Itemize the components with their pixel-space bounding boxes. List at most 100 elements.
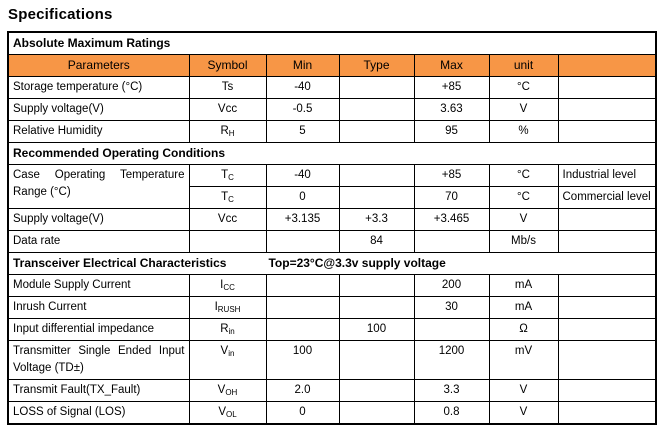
table-row: Relative Humidity RH 5 95% xyxy=(7,120,657,143)
max-cell xyxy=(413,318,490,341)
unit-cell: V xyxy=(488,98,559,121)
unit-cell: mA xyxy=(488,274,559,297)
type-cell xyxy=(338,98,415,121)
symbol-cell: IRUSH xyxy=(188,296,267,319)
min-cell: +3.135 xyxy=(265,208,340,231)
note-cell xyxy=(557,274,657,297)
min-cell: -0.5 xyxy=(265,98,340,121)
type-cell: +3.3 xyxy=(338,208,415,231)
symbol-cell: RH xyxy=(188,120,267,143)
min-cell: 5 xyxy=(265,120,340,143)
param-cell: LOSS of Signal (LOS) xyxy=(7,401,190,425)
note-cell: Commercial level xyxy=(557,186,657,209)
note-cell xyxy=(557,230,657,253)
section-header-row: Absolute Maximum Ratings xyxy=(7,31,657,55)
min-cell: 0 xyxy=(265,401,340,425)
page-title: Specifications xyxy=(8,6,113,23)
column-header: unit xyxy=(488,54,559,77)
symbol-base: V xyxy=(217,384,226,396)
note-cell xyxy=(557,318,657,341)
unit-cell: V xyxy=(488,379,559,402)
column-header-row: Parameters Symbol Min Type Max unit xyxy=(7,54,657,77)
unit-cell: V xyxy=(488,401,559,425)
unit-cell: % xyxy=(488,120,559,143)
section-header-row: Transceiver Electrical Characteristics To… xyxy=(7,252,657,275)
table-row: Transmit Fault(TX_Fault) VOH 2.0 3.3 V xyxy=(7,379,657,402)
spec-table: Absolute Maximum Ratings Parameters Symbol… xyxy=(7,31,658,425)
param-cell: Case Operating Temperature Range (°C) xyxy=(7,164,190,209)
table-row: Data rate 84 Mb/s xyxy=(7,230,657,253)
type-cell xyxy=(338,274,415,297)
param-cell: Input differential impedance xyxy=(7,318,190,341)
section-condition: Top=23°C@3.3v supply voltage xyxy=(268,256,446,270)
min-cell xyxy=(265,230,340,253)
symbol-base: Vcc xyxy=(217,103,238,115)
unit-cell: °C xyxy=(488,186,559,209)
type-cell xyxy=(338,340,415,380)
symbol-subscript: C xyxy=(228,173,234,182)
symbol-cell: VOH xyxy=(188,379,267,402)
symbol-subscript: RUSH xyxy=(217,305,241,314)
section-title: Recommended Operating Conditions xyxy=(13,146,226,160)
param-cell: Inrush Current xyxy=(7,296,190,319)
unit-cell: °C xyxy=(488,76,559,99)
section-title-cell: Transceiver Electrical Characteristics To… xyxy=(7,252,657,275)
table-row: LOSS of Signal (LOS) VOL 0 0.8 V xyxy=(7,401,657,425)
symbol-subscript: OH xyxy=(225,388,238,397)
symbol-cell: Vcc xyxy=(188,98,267,121)
max-cell: 200 xyxy=(413,274,490,297)
symbol-subscript: in xyxy=(228,349,235,358)
param-cell: Module Supply Current xyxy=(7,274,190,297)
symbol-subscript: H xyxy=(228,129,235,138)
max-cell: 70 xyxy=(413,186,490,209)
column-header: Max xyxy=(413,54,490,77)
type-cell xyxy=(338,164,415,187)
table-row: Inrush Current IRUSH 30 mA xyxy=(7,296,657,319)
table-row: Supply voltage(V) Vcc +3.135 +3.3 +3.465 V xyxy=(7,208,657,231)
column-header: Min xyxy=(265,54,340,77)
note-cell xyxy=(557,120,657,143)
unit-cell: °C xyxy=(488,164,559,187)
unit-cell: mV xyxy=(488,340,559,380)
max-cell: 0.8 xyxy=(413,401,490,425)
min-cell: 0 xyxy=(265,186,340,209)
min-cell xyxy=(265,318,340,341)
symbol-cell: ICC xyxy=(188,274,267,297)
min-cell xyxy=(265,296,340,319)
param-cell: Transmit Fault(TX_Fault) xyxy=(7,379,190,402)
symbol-subscript: OL xyxy=(226,410,237,419)
max-cell: 3.63 xyxy=(413,98,490,121)
table-row: Supply voltage(V) Vcc -0.5 3.63 V xyxy=(7,98,657,121)
max-cell: +3.465 xyxy=(413,208,490,231)
type-cell xyxy=(338,76,415,99)
column-header: Symbol xyxy=(188,54,267,77)
param-cell: Storage temperature (°C) xyxy=(7,76,190,99)
type-cell xyxy=(338,379,415,402)
type-cell xyxy=(338,401,415,425)
symbol-cell: TC xyxy=(188,186,267,209)
max-cell: +85 xyxy=(413,164,490,187)
param-cell: Transmitter Single Ended Input Voltage (… xyxy=(7,340,190,380)
symbol-cell: TC xyxy=(188,164,267,187)
param-cell: Supply voltage(V) xyxy=(7,208,190,231)
max-cell: 30 xyxy=(413,296,490,319)
max-cell: 95 xyxy=(413,120,490,143)
symbol-cell: Rin xyxy=(188,318,267,341)
symbol-base: V xyxy=(218,406,226,418)
note-cell: Industrial level xyxy=(557,164,657,187)
param-cell: Data rate xyxy=(7,230,190,253)
column-header xyxy=(557,54,657,77)
note-cell xyxy=(557,379,657,402)
table-row: Input differential impedance Rin 100 Ω xyxy=(7,318,657,341)
min-cell: 100 xyxy=(265,340,340,380)
param-cell: Relative Humidity xyxy=(7,120,190,143)
symbol-cell: Vin xyxy=(188,340,267,380)
symbol-base: I xyxy=(220,279,224,291)
symbol-cell: Ts xyxy=(188,76,267,99)
table-row: Transmitter Single Ended Input Voltage (… xyxy=(7,340,657,380)
symbol-base: Ts xyxy=(221,81,234,93)
type-cell: 100 xyxy=(338,318,415,341)
type-cell xyxy=(338,120,415,143)
note-cell xyxy=(557,76,657,99)
